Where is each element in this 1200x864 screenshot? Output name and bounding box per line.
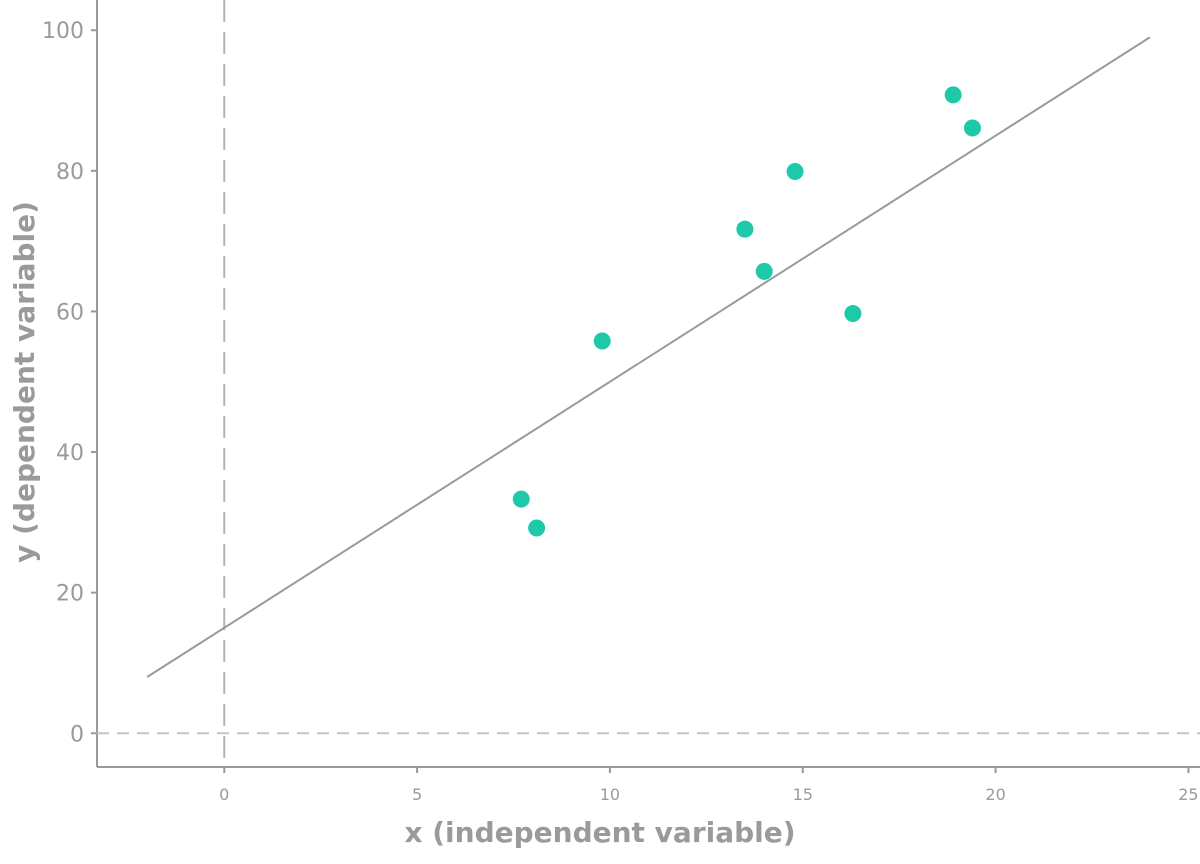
x-tick-label: 20 [985, 785, 1005, 804]
y-tick-label: 80 [56, 160, 84, 185]
point [844, 305, 862, 323]
x-tick-label: 0 [219, 785, 229, 804]
point [528, 519, 546, 537]
x-axis-title: x (independent variable) [404, 816, 795, 849]
point [593, 332, 611, 350]
point [755, 262, 773, 280]
trend-line [146, 36, 1151, 678]
x-tick-label: 10 [600, 785, 620, 804]
y-tick-label: 0 [70, 722, 84, 747]
x-tick-label: 5 [412, 785, 422, 804]
point [736, 220, 754, 238]
point [512, 490, 530, 508]
x-tick-label: 25 [1178, 785, 1198, 804]
y-axis-title: y (dependent variable) [8, 201, 41, 563]
y-tick-label: 60 [56, 300, 84, 325]
point [963, 119, 981, 137]
y-tick-label: 40 [56, 441, 84, 466]
y-tick-label: 20 [56, 582, 84, 607]
point [944, 86, 962, 104]
y-tick-label: 100 [42, 19, 84, 44]
x-tick-label: 15 [793, 785, 813, 804]
point [786, 163, 804, 181]
